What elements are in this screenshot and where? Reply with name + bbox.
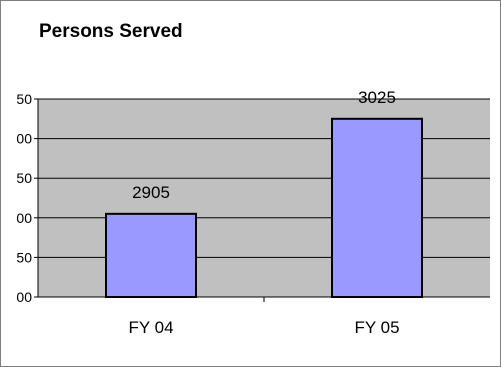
data-label: 2905 — [132, 183, 170, 202]
y-tick-label: 00 — [16, 131, 32, 147]
x-category-label: FY 04 — [128, 318, 173, 337]
x-category-label: FY 05 — [354, 318, 399, 337]
data-label: 3025 — [358, 88, 396, 107]
y-tick-label: 50 — [16, 170, 32, 186]
chart-title: Persons Served — [39, 21, 183, 42]
bar — [331, 117, 423, 298]
y-tick-label: 00 — [16, 210, 32, 226]
y-tick-label: 50 — [16, 249, 32, 265]
y-tick-label: 50 — [16, 91, 32, 107]
bar — [105, 212, 197, 298]
y-tick-label: 00 — [16, 289, 32, 305]
